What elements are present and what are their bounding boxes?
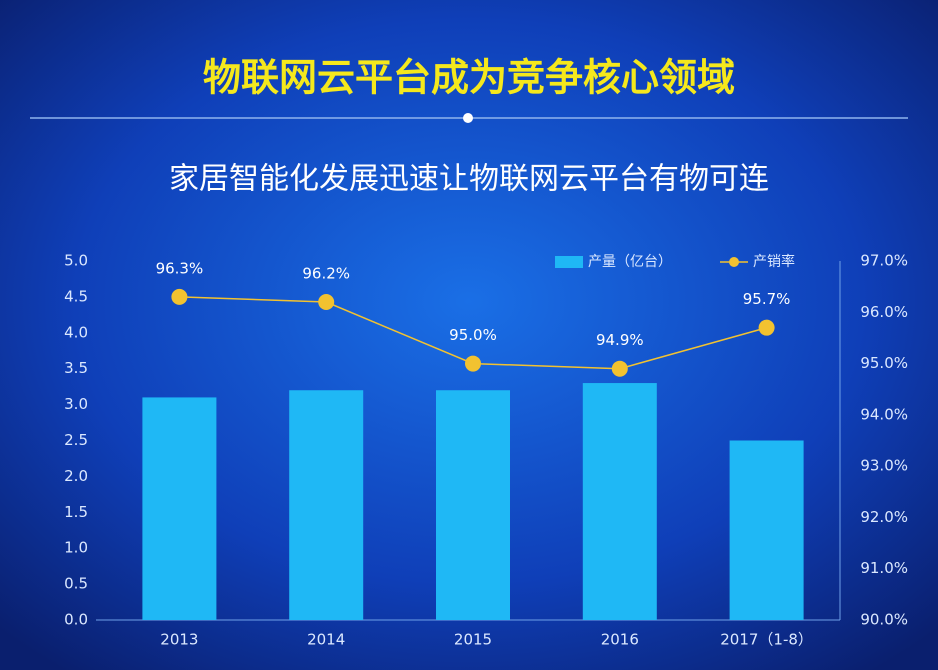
- legend-swatch: [555, 256, 583, 268]
- bar: [729, 440, 804, 620]
- x-tick-label: 2014: [307, 631, 345, 649]
- line-marker: [171, 288, 188, 305]
- x-tick-label: 2017（1-8）: [720, 631, 813, 649]
- data-label: 94.9%: [596, 331, 644, 349]
- y-tick-label: 3.5: [64, 359, 88, 377]
- y-tick-label: 5.0: [64, 252, 88, 270]
- bar: [289, 390, 364, 620]
- x-tick-label: 2013: [160, 631, 198, 649]
- y2-tick-label: 96.0%: [860, 303, 908, 321]
- y2-tick-label: 90.0%: [860, 611, 908, 629]
- x-tick-label: 2015: [454, 631, 492, 649]
- data-label: 95.0%: [449, 326, 497, 344]
- y2-tick-label: 91.0%: [860, 559, 908, 577]
- line-marker: [758, 319, 775, 336]
- y2-tick-label: 95.0%: [860, 354, 908, 372]
- y2-tick-label: 94.0%: [860, 405, 908, 423]
- chart-title: 物联网云平台成为竞争核心领域: [203, 56, 735, 100]
- bar: [582, 383, 657, 620]
- bar: [142, 397, 217, 620]
- divider-dot: [463, 113, 473, 123]
- y-tick-label: 0.5: [64, 575, 88, 593]
- data-label: 96.3%: [156, 259, 204, 277]
- y-tick-label: 2.5: [64, 431, 88, 449]
- legend-label: 产量（亿台）: [588, 254, 672, 270]
- y-tick-label: 0.0: [64, 611, 88, 629]
- y2-tick-label: 92.0%: [860, 508, 908, 526]
- y2-tick-label: 93.0%: [860, 457, 908, 475]
- line-marker: [611, 360, 628, 377]
- y-tick-label: 4.0: [64, 323, 88, 341]
- y-tick-label: 2.0: [64, 467, 88, 485]
- legend-label: 产销率: [753, 253, 795, 270]
- line-marker: [318, 294, 335, 311]
- y2-tick-label: 97.0%: [860, 252, 908, 270]
- data-label: 96.2%: [302, 265, 350, 283]
- x-tick-label: 2016: [601, 631, 639, 649]
- y-tick-label: 1.5: [64, 503, 88, 521]
- y-tick-label: 4.5: [64, 287, 88, 305]
- line-marker: [465, 355, 481, 372]
- bar: [436, 390, 510, 620]
- legend-swatch: [729, 257, 739, 267]
- y-tick-label: 1.0: [64, 539, 88, 557]
- data-label: 95.7%: [743, 290, 791, 308]
- y-tick-label: 3.0: [64, 395, 88, 413]
- chart-subtitle: 家居智能化发展迅速让物联网云平台有物可连: [169, 162, 769, 197]
